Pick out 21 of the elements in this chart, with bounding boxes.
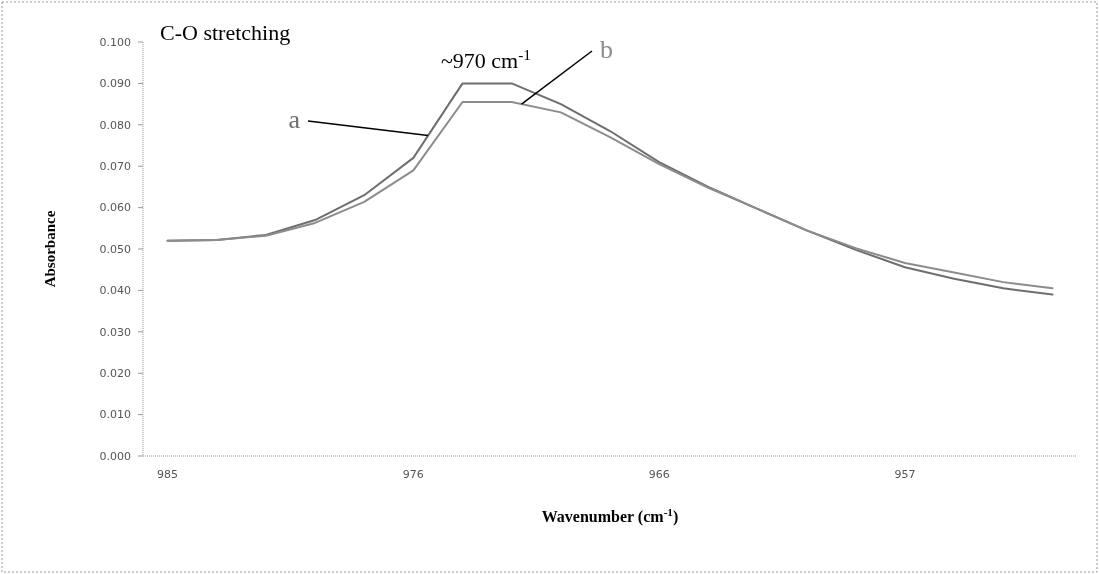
x-tick-label: 957 — [894, 468, 916, 481]
x-tick-label: 976 — [402, 468, 424, 481]
y-tick-label: 0.090 — [99, 77, 131, 91]
text: a — [288, 105, 301, 134]
y-tick-label: 0.070 — [99, 160, 131, 174]
y-tick-label: 0.020 — [99, 367, 131, 381]
y-tick-label: 0.030 — [99, 325, 131, 339]
y-tick-label: 0.010 — [99, 408, 131, 422]
text: b — [600, 35, 613, 64]
y-tick-label: 0.000 — [99, 449, 131, 463]
x-tick-label: 985 — [157, 468, 179, 481]
y-tick-label: 0.100 — [99, 35, 131, 49]
y-tick-label: 0.080 — [99, 118, 131, 132]
y-axis-title: Absorbance — [42, 210, 58, 288]
x-tick-label: 966 — [648, 468, 670, 481]
y-tick-label: 0.050 — [99, 242, 131, 256]
chart-title: C-O stretching — [160, 20, 291, 45]
y-tick-label: 0.060 — [99, 201, 131, 215]
annotation: ~970 cm$^{-1}$ — [440, 45, 532, 73]
y-tick-label: 0.040 — [99, 284, 131, 298]
x-axis-title: Wavenumber (cm$^{-1}$) — [541, 506, 679, 526]
